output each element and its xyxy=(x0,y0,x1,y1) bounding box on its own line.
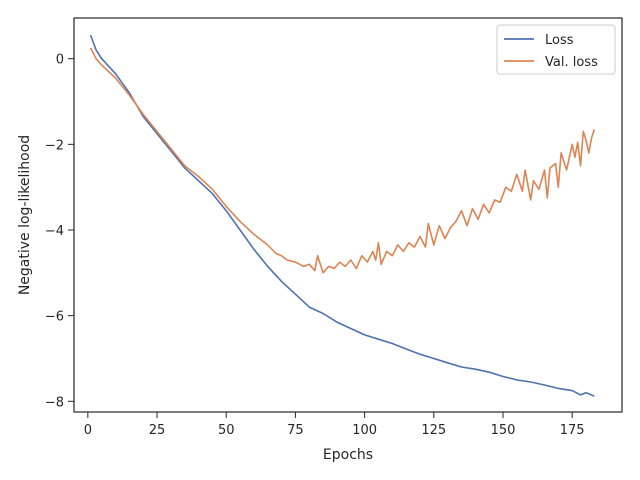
y-tick-label: −8 xyxy=(45,395,64,410)
y-tick-label: −4 xyxy=(45,224,64,239)
y-axis-label: Negative log-likelihood xyxy=(17,135,33,295)
plot-frame xyxy=(73,17,623,413)
x-tick-label: 175 xyxy=(560,423,585,438)
x-tick-label: 125 xyxy=(421,423,446,438)
x-tick-label: 100 xyxy=(352,423,377,438)
x-tick-label: 0 xyxy=(84,423,92,438)
y-tick-label: −2 xyxy=(45,138,64,153)
x-tick-label: 50 xyxy=(218,423,235,438)
legend-label-val-loss: Val. loss xyxy=(545,55,598,70)
y-axis: −8 −6 −4 −2 0 xyxy=(45,53,74,410)
series-line-val-loss xyxy=(89,47,596,274)
x-axis: 0 25 50 75 100 125 150 175 xyxy=(84,412,585,438)
series-line-loss xyxy=(89,34,595,397)
x-tick-label: 75 xyxy=(287,423,304,438)
x-tick-label: 150 xyxy=(491,423,516,438)
y-tick-label: −6 xyxy=(45,310,64,325)
x-axis-label: Epochs xyxy=(323,447,373,463)
y-tick-label: 0 xyxy=(56,53,64,68)
series-layer xyxy=(89,34,596,397)
x-tick-label: 25 xyxy=(149,423,166,438)
legend-label-loss: Loss xyxy=(545,33,574,48)
legend: Loss Val. loss xyxy=(496,24,616,75)
